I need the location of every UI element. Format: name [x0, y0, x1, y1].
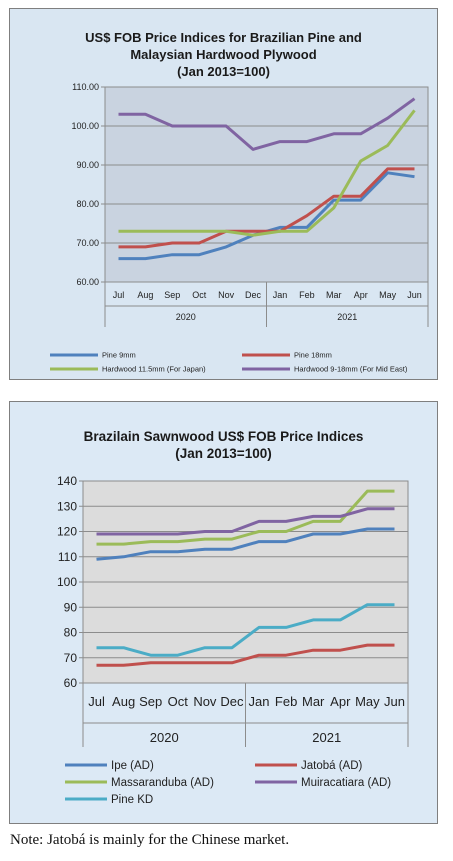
x-tick-label: Sep: [164, 290, 180, 300]
x-tick-label: Nov: [218, 290, 235, 300]
x-tick-label: Oct: [168, 694, 189, 709]
x-tick-label: Sep: [139, 694, 162, 709]
legend-label: Ipe (AD): [111, 760, 154, 772]
x-tick-label: Mar: [302, 694, 325, 709]
legend-label: Hardwood 9-18mm (For Mid East): [294, 365, 408, 374]
legend-label: Pine 18mm: [294, 351, 332, 360]
x-tick-label: Aug: [112, 694, 135, 709]
plywood-line-chart: 60.00 70.00 80.00 90.00 100.00 110.00 Jul Aug Se…: [50, 82, 429, 374]
series-line: [96, 643, 395, 667]
x-tick-label: Mar: [326, 290, 342, 300]
legend-label: Hardwood 11.5mm (For Japan): [102, 365, 206, 374]
chart-panel-plywood: US$ FOB Price Indices for Brazilian Pine…: [9, 8, 438, 380]
y-tick-label: 70.00: [76, 238, 99, 248]
x-tick-label: May: [355, 694, 380, 709]
x-tick-label: Jan: [249, 694, 270, 709]
series-line: [118, 109, 416, 237]
y-tick-label: 140: [57, 474, 77, 488]
series-line: [96, 507, 395, 536]
series-line: [118, 167, 415, 249]
y-tick-label: 110.00: [72, 82, 99, 92]
x-tick-label: Aug: [137, 290, 153, 300]
x-tick-label: Jul: [88, 694, 105, 709]
y-tick-label: 130: [57, 499, 77, 513]
footnote: Note: Jatobá is mainly for the Chinese m…: [10, 832, 290, 848]
year-group-label: 2021: [312, 730, 341, 745]
chart-title-line: Malaysian Hardwood Plywood: [130, 47, 317, 62]
x-tick-label: Jan: [273, 290, 288, 300]
chart-title-line: US$ FOB Price Indices for Brazilian Pine…: [85, 30, 362, 45]
y-tick-label: 60.00: [76, 277, 99, 287]
sawnwood-line-chart: 60 70 80 90 100 110 120 130 140 Jul Aug Sep Oct Nov De…: [57, 474, 409, 806]
y-tick-label: 120: [57, 525, 77, 539]
y-tick-label: 100: [57, 575, 77, 589]
legend-label: Massaranduba (AD): [111, 777, 214, 789]
x-tick-label: Feb: [275, 694, 297, 709]
y-tick-label: 100.00: [71, 121, 99, 131]
y-tick-label: 90.00: [76, 160, 99, 170]
x-tick-label: Dec: [245, 290, 262, 300]
x-tick-label: Apr: [354, 290, 368, 300]
legend-label: Pine 9mm: [102, 351, 136, 360]
x-tick-label: Dec: [220, 694, 244, 709]
series-line: [118, 97, 416, 151]
legend-label: Pine KD: [111, 794, 153, 806]
y-tick-label: 80.00: [76, 199, 99, 209]
series-line: [96, 527, 395, 561]
chart-title: Brazilain Sawnwood US$ FOB Price Indices…: [10, 428, 437, 462]
chart-title-line: (Jan 2013=100): [177, 64, 270, 79]
legend-label: Jatobá (AD): [301, 760, 363, 772]
x-tick-label: Jul: [113, 290, 125, 300]
y-tick-label: 110: [58, 550, 77, 564]
y-tick-label: 80: [64, 626, 78, 640]
chart-panel-sawnwood: Brazilain Sawnwood US$ FOB Price Indices…: [9, 401, 438, 824]
year-group-label: 2020: [150, 730, 179, 745]
chart-title: US$ FOB Price Indices for Brazilian Pine…: [10, 29, 437, 80]
x-tick-label: Jun: [407, 290, 422, 300]
year-group-label: 2021: [337, 312, 357, 322]
x-tick-label: Oct: [192, 290, 207, 300]
x-tick-label: Apr: [330, 694, 351, 709]
x-tick-label: May: [379, 290, 397, 300]
year-group-label: 2020: [176, 312, 196, 322]
chart-title-line: (Jan 2013=100): [175, 446, 272, 461]
y-tick-label: 90: [64, 600, 78, 614]
legend-label: Muiracatiara (AD): [301, 777, 391, 789]
x-tick-label: Nov: [193, 694, 217, 709]
series-line: [96, 603, 395, 657]
x-tick-label: Feb: [299, 290, 315, 300]
x-tick-label: Jun: [384, 694, 405, 709]
y-tick-label: 60: [64, 676, 78, 690]
y-tick-label: 70: [64, 651, 78, 665]
chart-title-line: Brazilain Sawnwood US$ FOB Price Indices: [83, 429, 364, 444]
